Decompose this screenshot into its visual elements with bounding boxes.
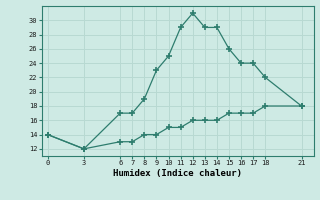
X-axis label: Humidex (Indice chaleur): Humidex (Indice chaleur)	[113, 169, 242, 178]
